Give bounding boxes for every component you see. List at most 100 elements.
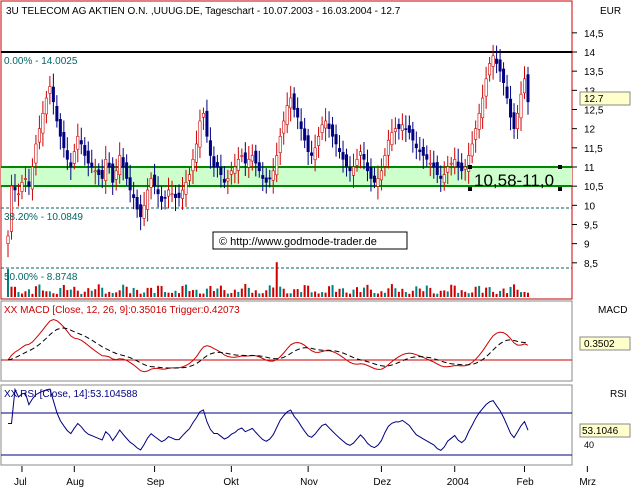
time-tick-label: Sep bbox=[147, 477, 165, 488]
volume-bar bbox=[83, 291, 86, 297]
candle-body bbox=[240, 155, 244, 157]
volume-bar bbox=[397, 291, 400, 297]
volume-bar bbox=[279, 286, 282, 297]
candle-body bbox=[278, 136, 282, 153]
candle-body bbox=[236, 159, 240, 171]
macd-axis-title: MACD bbox=[598, 305, 627, 316]
volume-bar bbox=[418, 288, 421, 297]
time-tick-label: Jul bbox=[14, 477, 27, 488]
volume-bar bbox=[411, 290, 414, 297]
volume-bar bbox=[460, 290, 463, 297]
candle-body bbox=[369, 167, 373, 179]
candle-body bbox=[118, 155, 122, 175]
volume-bar bbox=[425, 285, 428, 297]
candle-body bbox=[160, 196, 164, 202]
volume-bar bbox=[244, 284, 247, 297]
volume-bar bbox=[108, 291, 111, 297]
volume-bar bbox=[38, 284, 41, 297]
volume-bar bbox=[387, 288, 390, 297]
candle-body bbox=[229, 170, 233, 175]
price-tick-label: 12 bbox=[584, 125, 596, 136]
candle-body bbox=[425, 154, 429, 160]
price-tick-label: 12,5 bbox=[584, 105, 604, 116]
candle-body bbox=[275, 155, 279, 176]
chart-title: 3U TELECOM AG AKTIEN O.N. ,UUUG.DE, Tage… bbox=[6, 6, 401, 17]
volume-bar bbox=[373, 292, 376, 297]
candle-body bbox=[250, 155, 254, 162]
candle-body bbox=[310, 152, 314, 156]
candle-body bbox=[170, 193, 174, 196]
candle-body bbox=[153, 174, 157, 187]
volume-bar bbox=[272, 287, 275, 297]
candle-body bbox=[37, 128, 41, 143]
volume-bar bbox=[230, 292, 233, 297]
candle-body bbox=[393, 128, 397, 132]
candle-body bbox=[233, 166, 237, 174]
volume-bar bbox=[219, 285, 222, 297]
candle-body bbox=[400, 124, 404, 132]
volume-bar bbox=[401, 288, 404, 297]
candle-body bbox=[62, 131, 66, 149]
volume-bar bbox=[240, 288, 243, 297]
candle-body bbox=[125, 162, 129, 179]
volume-bar bbox=[481, 292, 484, 297]
volume-bar bbox=[247, 287, 250, 297]
rsi-label: XX RSI [Close, 14]:53.104588 bbox=[4, 389, 138, 400]
volume-bar bbox=[209, 285, 212, 297]
candle-body bbox=[467, 155, 471, 172]
candle-body bbox=[194, 143, 198, 163]
volume-bar bbox=[321, 292, 324, 297]
macd-panel-frame bbox=[0, 300, 573, 382]
candle-body bbox=[219, 166, 223, 175]
currency-label: EUR bbox=[600, 6, 621, 17]
candle-body bbox=[271, 170, 275, 181]
volume-bar bbox=[520, 292, 523, 297]
candle-body bbox=[299, 121, 303, 129]
copyright-text[interactable]: © http://www.godmode-trader.de bbox=[219, 236, 377, 248]
volume-bar bbox=[296, 289, 299, 297]
volume-bar bbox=[265, 290, 268, 297]
time-tick-label: Mrz bbox=[579, 477, 596, 488]
volume-bar bbox=[24, 291, 27, 297]
volume-bar bbox=[495, 293, 498, 297]
candle-body bbox=[446, 166, 450, 173]
candle-body bbox=[516, 113, 520, 130]
volume-bar bbox=[153, 293, 156, 297]
volume-bar bbox=[362, 287, 365, 297]
candle-body bbox=[257, 162, 261, 172]
volume-bar bbox=[97, 284, 100, 297]
candle-body bbox=[383, 155, 387, 167]
volume-bar bbox=[457, 292, 460, 297]
volume-bar bbox=[335, 291, 338, 297]
volume-bar bbox=[10, 286, 13, 297]
volume-bar bbox=[150, 287, 153, 297]
volume-bar bbox=[216, 288, 219, 297]
last-price-box bbox=[579, 91, 631, 106]
volume-bar bbox=[90, 290, 93, 297]
volume-bar bbox=[450, 284, 453, 297]
volume-bar bbox=[429, 287, 432, 297]
candle-body bbox=[435, 162, 439, 175]
candle-body bbox=[498, 59, 502, 72]
volume-bar bbox=[513, 284, 516, 297]
candle-body bbox=[352, 166, 356, 176]
volume-bar bbox=[80, 293, 83, 297]
time-tick-label: 2004 bbox=[447, 477, 470, 488]
candle-body bbox=[90, 162, 94, 168]
candle-body bbox=[421, 147, 425, 156]
candle-body bbox=[296, 107, 300, 118]
volume-bar bbox=[408, 293, 411, 297]
candle-body bbox=[247, 159, 251, 168]
volume-bar bbox=[488, 287, 491, 297]
volume-bar bbox=[101, 287, 104, 297]
volume-bar bbox=[282, 288, 285, 297]
candle-body bbox=[212, 156, 216, 168]
fib-mid-label: 38.20% - 10.0849 bbox=[4, 212, 83, 223]
volume-bar bbox=[254, 290, 257, 297]
zone-label-marker-tl bbox=[468, 165, 472, 169]
volume-bar bbox=[171, 292, 174, 297]
volume-bar bbox=[212, 291, 215, 297]
candle-body bbox=[198, 120, 202, 148]
candle-body bbox=[139, 204, 143, 218]
candle-body bbox=[432, 162, 436, 168]
